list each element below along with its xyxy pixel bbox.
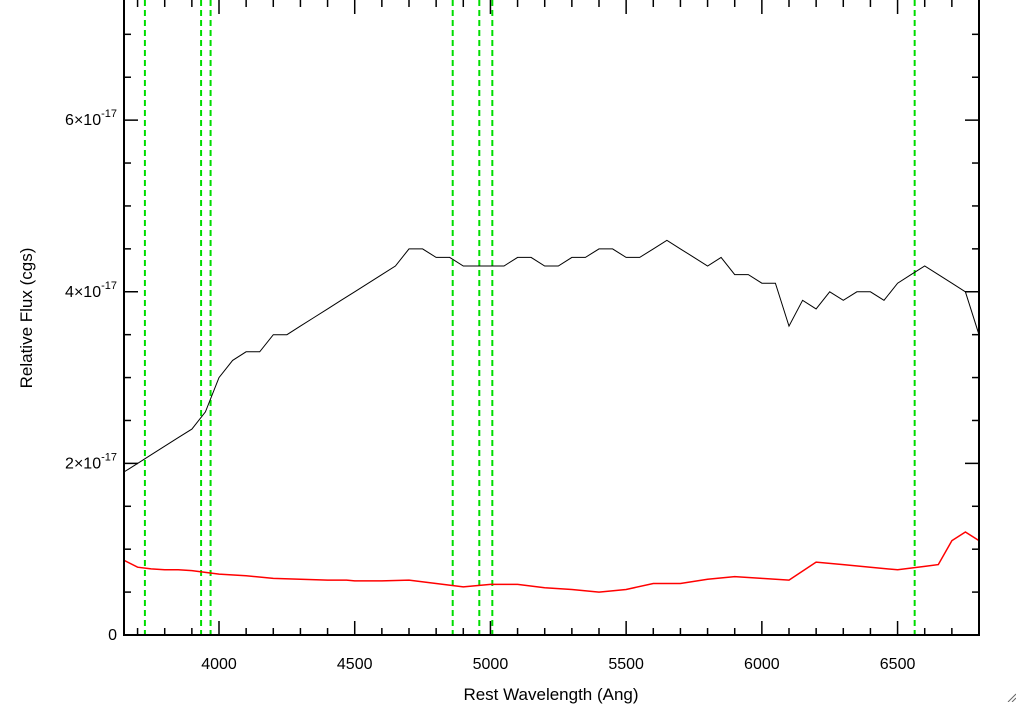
x-tick-label: 5000 <box>473 656 509 673</box>
x-tick-label: 6500 <box>880 656 916 673</box>
x-tick-label: 4000 <box>201 656 237 673</box>
axis-ticks <box>124 0 980 635</box>
emission-line-markers <box>143 0 916 635</box>
resize-grip-icon[interactable] <box>1006 692 1016 702</box>
x-tick-label: 6000 <box>744 656 780 673</box>
series-layer <box>124 239 979 593</box>
y-tick-label: 2×10-17 <box>65 451 117 472</box>
y-tick-label: 6×10-17 <box>65 108 117 129</box>
x-tick-labels: 4000 4500 5000 5500 6000 6500 <box>201 656 915 673</box>
x-tick-label: 5500 <box>608 656 644 673</box>
plot-frame <box>123 0 980 636</box>
series-line-1 <box>124 531 979 593</box>
y-tick-labels: 0 2×10-17 4×10-17 6×10-17 <box>65 108 117 644</box>
y-tick-label: 4×10-17 <box>65 280 117 301</box>
series-line-0 <box>124 239 979 473</box>
y-axis-title: Relative Flux (cgs) <box>17 248 36 389</box>
x-axis-title: Rest Wavelength (Ang) <box>463 685 638 704</box>
x-tick-label: 4500 <box>337 656 373 673</box>
y-tick-label: 0 <box>108 627 117 644</box>
